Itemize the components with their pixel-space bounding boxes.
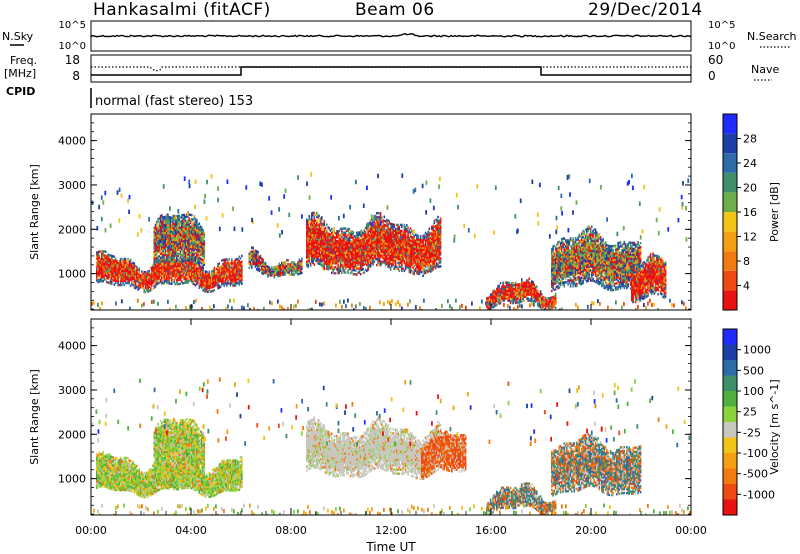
x-tick-label: 20:00 xyxy=(575,524,607,537)
power-colorbar-label: Power [dB] xyxy=(768,182,781,242)
cpid-text: normal (fast stereo) 153 xyxy=(95,94,253,109)
velocity-colorbar-swatch xyxy=(723,484,737,500)
velocity-ytick-label: 1000 xyxy=(58,473,86,486)
nsearch-tick-top: 10^5 xyxy=(708,20,735,31)
x-tick-label: 08:00 xyxy=(275,524,307,537)
power-colorbar-tick: 24 xyxy=(743,157,757,170)
velocity-colorbar: 1000 500 100 25 -25 -100 -500 -1000 Velocity [m… xyxy=(722,328,781,516)
velocity-colorbar-tick: -500 xyxy=(743,468,768,481)
velocity-colorbar-swatch xyxy=(723,375,737,391)
power-colorbar-tick: 12 xyxy=(743,231,757,244)
power-colorbar-tick: 8 xyxy=(743,255,750,268)
x-tick-label: 04:00 xyxy=(175,524,207,537)
nsky-label: N.Sky xyxy=(2,30,34,43)
nsky-tick-top: 10^5 xyxy=(59,20,86,31)
freq-label: Freq. xyxy=(10,54,37,67)
freq-tick-top: 18 xyxy=(65,53,80,67)
velocity-ytick-label: 4000 xyxy=(58,340,86,353)
power-colorbar-swatch xyxy=(723,192,737,212)
power-ylabel: Slant Range [km] xyxy=(28,164,41,260)
beam-title: Beam 06 xyxy=(355,0,435,20)
velocity-colorbar-swatch xyxy=(723,329,737,345)
power-colorbar-swatch xyxy=(723,133,737,154)
velocity-colorbar-tick: 100 xyxy=(743,385,764,398)
power-panel: 1000 2000 3000 4000 Slant Range [km] xyxy=(28,113,692,311)
nave-trace xyxy=(91,66,691,72)
velocity-colorbar-tick: -25 xyxy=(743,426,761,439)
power-colorbar-swatch xyxy=(723,270,737,291)
velocity-ytick-label: 2000 xyxy=(58,428,86,441)
velocity-colorbar-tick: 500 xyxy=(743,364,764,377)
power-ytick-label: 4000 xyxy=(58,135,86,148)
freq-tick-bottom: 8 xyxy=(72,69,80,83)
power-colorbar-tick: 4 xyxy=(743,280,750,293)
velocity-colorbar-swatch xyxy=(723,391,737,407)
nsky-panel: N.Sky 10^5 10^0 10^5 10^0 N.Search xyxy=(2,20,797,52)
velocity-colorbar-tick: -100 xyxy=(743,447,768,460)
x-tick-label: 00:00 xyxy=(675,524,707,537)
freq-trace xyxy=(91,66,691,76)
freq-panel: Freq. [MHz] CPID 18 8 60 0 Nave xyxy=(4,53,779,98)
velocity-colorbar-swatch xyxy=(723,453,737,469)
velocity-colorbar-swatch xyxy=(723,344,737,360)
velocity-colorbar-label: Velocity [m s^-1] xyxy=(768,379,781,474)
nave-label: Nave xyxy=(751,63,779,76)
power-ytick-label: 2000 xyxy=(58,223,86,236)
nsky-tick-bottom: 10^0 xyxy=(59,41,86,52)
nsearch-label: N.Search xyxy=(747,30,797,43)
power-colorbar-swatch xyxy=(723,231,737,252)
power-colorbar-tick: 20 xyxy=(743,182,757,195)
power-colorbar-tick: 16 xyxy=(743,206,757,219)
power-colorbar-swatch xyxy=(723,114,737,134)
power-colorbar-swatch xyxy=(723,212,737,232)
velocity-ytick-label: 3000 xyxy=(58,384,86,397)
velocity-panel: 1000 2000 3000 4000 00:00 04:00 08:00 12:00 16:… xyxy=(28,304,707,554)
nsky-trace xyxy=(90,32,692,38)
power-ytick-label: 3000 xyxy=(58,179,86,192)
velocity-colorbar-swatch xyxy=(723,468,737,484)
velocity-colorbar-tick: -1000 xyxy=(743,488,775,501)
x-axis-label: Time UT xyxy=(365,540,416,554)
power-colorbar: 28 24 20 16 12 8 4 Power [dB] xyxy=(722,113,781,311)
nave-tick-bottom: 0 xyxy=(708,69,716,83)
velocity-ylabel: Slant Range [km] xyxy=(28,369,41,465)
date-title: 29/Dec/2014 xyxy=(588,0,703,20)
x-tick-label: 16:00 xyxy=(475,524,507,537)
power-colorbar-swatch xyxy=(723,153,737,173)
power-colorbar-swatch xyxy=(723,172,737,193)
x-tick-label: 12:00 xyxy=(375,524,407,537)
cpid-label: CPID xyxy=(6,85,35,98)
velocity-colorbar-tick: 25 xyxy=(743,406,757,419)
station-title: Hankasalmi (fitACF) xyxy=(93,0,271,20)
power-colorbar-tick: 28 xyxy=(743,133,757,146)
velocity-colorbar-tick: 1000 xyxy=(743,344,771,357)
velocity-colorbar-swatch xyxy=(723,437,737,453)
velocity-colorbar-swatch xyxy=(723,499,737,515)
freq-unit-label: [MHz] xyxy=(4,67,36,80)
power-colorbar-swatch xyxy=(723,290,737,310)
nsearch-tick-bottom: 10^0 xyxy=(708,41,735,52)
velocity-colorbar-swatch xyxy=(723,406,737,422)
velocity-colorbar-swatch xyxy=(723,422,737,438)
power-ytick-label: 1000 xyxy=(58,268,86,281)
velocity-colorbar-swatch xyxy=(723,360,737,376)
nave-tick-top: 60 xyxy=(708,53,723,67)
power-colorbar-swatch xyxy=(723,251,737,271)
x-tick-label: 00:00 xyxy=(75,524,107,537)
